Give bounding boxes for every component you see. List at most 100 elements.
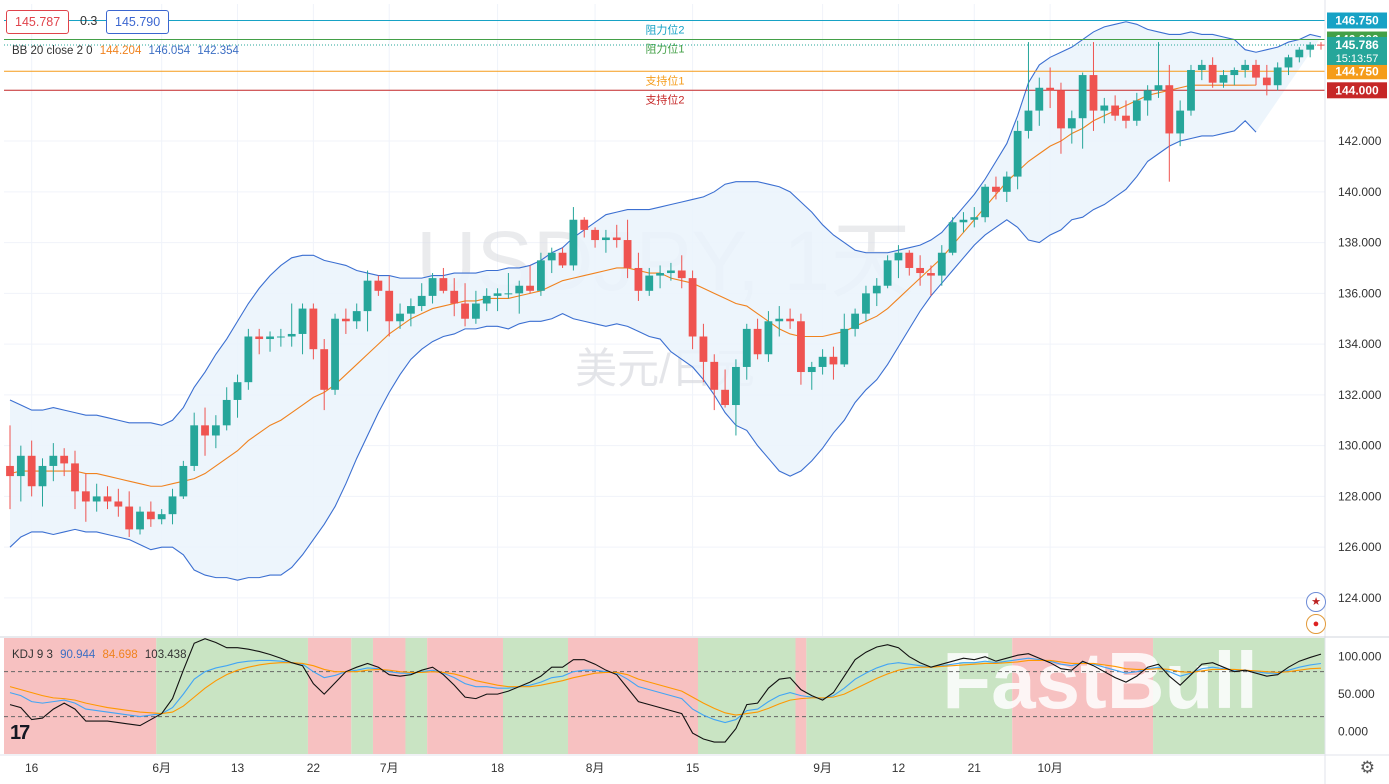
candle-up [417,295,426,307]
kdj-regime-band [372,638,406,754]
candle-down [786,318,794,322]
support2-label: 支持位2 [645,92,684,106]
ask-price: 145.790 [115,15,161,29]
price-axis-bg [1325,0,1389,784]
candle-down [81,491,90,502]
candle-up [493,293,502,296]
japan-flag-icon[interactable]: ● [1306,614,1326,634]
resistance2-badge-text: 146.750 [1335,13,1379,27]
bollinger-upper-value: 146.054 [148,45,191,57]
candle-down [526,285,534,291]
bid-price: 145.787 [15,15,61,29]
x-tick-label: 6月 [152,761,171,775]
candle-down [1046,87,1055,91]
candle-down [753,328,762,355]
candle-down [1111,105,1120,116]
candle-up [894,252,903,261]
bollinger-upper-line [9,21,1322,426]
y-tick-label: 126.000 [1338,540,1382,554]
kdj-j-value: 103.438 [144,649,187,661]
candle-down [461,303,469,319]
candle-down [580,219,589,230]
candle-up [168,496,177,515]
candle-down [623,240,632,268]
candle-up [547,252,556,261]
candle-up [1035,87,1044,111]
candle-up [1143,90,1152,101]
candle-down [916,267,925,274]
bollinger-legend[interactable]: BB 20 close 2 0 144.204 146.054 142.354 [12,45,243,57]
candle-up [222,399,231,426]
last-price-badge-text: 145.786 [1335,38,1379,52]
candle-down [1317,44,1325,46]
candle-up [645,275,654,291]
candle-down [612,237,621,241]
candle-down [1057,90,1065,129]
candle-up [471,303,480,319]
candle-up [1241,64,1250,70]
bid-price-box[interactable]: 145.787 [6,10,70,34]
kdj-regime-band [1153,638,1327,754]
candle-down [829,356,838,365]
candle-up [1013,130,1022,177]
candle-up [1067,118,1076,129]
candle-up [276,336,285,338]
support1-badge-text: 144.750 [1335,64,1379,78]
candle-down [125,506,134,530]
kdj-j-line [9,638,1322,743]
candle-up [233,382,242,400]
bollinger-legend-label: BB 20 close 2 0 [12,45,93,57]
candle-up [959,219,968,223]
candle-down [699,336,708,362]
kdj-y-tick-label: 100.000 [1338,650,1382,664]
candle-down [677,270,686,279]
y-tick-label: 134.000 [1338,337,1382,351]
kdj-regime-band [567,638,699,754]
resistance1-label: 阻力位1 [645,42,684,56]
candle-up [298,308,307,334]
us-flag-icon[interactable]: ★ [1306,592,1326,612]
candle-up [807,366,816,373]
candle-up [406,306,415,314]
candle-up [775,318,784,322]
candle-up [742,328,751,367]
x-tick-label: 22 [307,761,321,775]
candle-up [981,186,990,218]
candle-down [1208,64,1217,83]
candle-up [1100,105,1109,111]
candle-up [656,273,664,276]
candle-up [1187,69,1195,111]
support2-badge-text: 144.000 [1335,83,1379,97]
candle-up [537,260,545,291]
kdj-d-value: 84.698 [102,649,138,661]
candle-up [190,425,199,466]
spread-value: 0.3 [80,14,98,28]
candle-up [352,311,361,322]
x-tick-label: 8月 [586,761,605,775]
candle-up [1219,75,1228,83]
candle-up [396,313,404,322]
candle-up [211,425,220,436]
x-tick-label: 9月 [813,761,832,775]
candle-down [1122,115,1130,121]
x-tick-label: 13 [231,761,245,775]
candle-up [937,252,946,276]
x-tick-label: 7月 [380,761,399,775]
candle-down [27,455,36,487]
kdj-legend[interactable]: KDJ 9 3 90.944 84.698 103.438 [12,649,190,661]
kdj-regime-band [4,638,157,754]
bollinger-lower-line [9,119,1257,581]
ask-price-box[interactable]: 145.790 [106,10,170,34]
settings-gear-icon[interactable]: ⚙ [1359,758,1375,777]
resistance2-badge [1327,12,1387,29]
kdj-regime-band [502,638,568,754]
candle-down [450,290,459,304]
candle-down [797,321,805,373]
candle-up [428,278,437,296]
watermark-brand: FastBull [942,636,1258,725]
y-tick-label: 132.000 [1338,388,1382,402]
candle-up [1176,110,1185,134]
candle-up [764,321,773,355]
